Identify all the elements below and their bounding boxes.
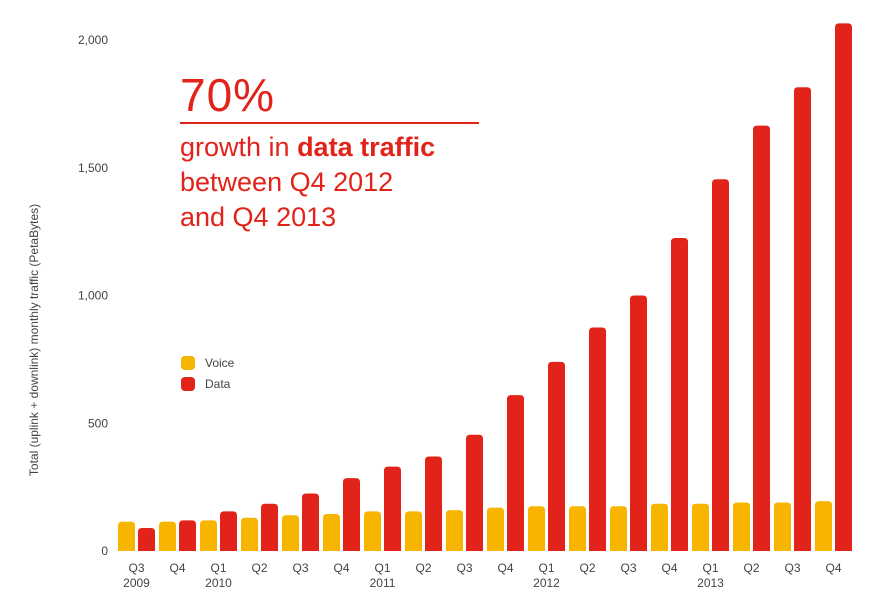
x-tick-label: Q2: [743, 561, 759, 575]
data-bar: [384, 466, 401, 551]
x-tick-label: Q2: [579, 561, 595, 575]
x-tick-label: Q1: [702, 561, 718, 575]
y-tick-label: 0: [101, 544, 108, 558]
data-bar: [671, 238, 688, 551]
legend: Voice Data: [181, 356, 235, 391]
x-year-label: 2011: [370, 576, 396, 590]
voice-bar: [815, 501, 832, 551]
x-tick-label: Q4: [497, 561, 513, 575]
x-tick-label: Q1: [210, 561, 226, 575]
x-year-label: 2009: [123, 576, 150, 590]
bars: [118, 23, 852, 551]
growth-callout: 70% growth in data traffic between Q4 20…: [180, 70, 479, 235]
voice-bar: [487, 507, 504, 551]
voice-bar: [692, 503, 709, 551]
data-legend-swatch: [181, 377, 195, 391]
voice-bar: [446, 510, 463, 551]
data-bar: [466, 434, 483, 551]
data-bar: [589, 327, 606, 551]
x-year-label: 2013: [697, 576, 724, 590]
x-tick-label: Q3: [620, 561, 636, 575]
x-tick-label: Q1: [374, 561, 390, 575]
y-tick-label: 2,000: [78, 33, 108, 47]
voice-bar: [118, 521, 135, 551]
x-year-label: 2010: [205, 576, 232, 590]
voice-bar: [282, 515, 299, 551]
x-tick-label: Q4: [661, 561, 677, 575]
data-bar: [343, 478, 360, 551]
x-tick-label: Q1: [538, 561, 554, 575]
callout-divider: [180, 122, 479, 124]
data-bar: [138, 528, 155, 551]
callout-percentage: 70%: [180, 69, 276, 121]
x-tick-label: Q4: [333, 561, 349, 575]
data-bar: [220, 511, 237, 551]
voice-bar: [364, 511, 381, 551]
data-legend-label: Data: [205, 377, 231, 391]
voice-bar: [405, 511, 422, 551]
y-axis-label: Total (uplink + downlink) monthly traffi…: [27, 204, 41, 476]
data-bar: [753, 125, 770, 551]
y-tick-label: 1,000: [78, 289, 108, 303]
y-tick-label: 1,500: [78, 161, 108, 175]
data-bar: [261, 503, 278, 551]
data-bar: [548, 361, 565, 551]
x-tick-label: Q3: [128, 561, 144, 575]
y-axis-ticks: 0 500 1,000 1,500 2,000: [78, 33, 108, 558]
y-tick-label: 500: [88, 416, 108, 430]
callout-line-1-prefix: growth in: [180, 132, 298, 162]
voice-bar: [241, 517, 258, 551]
voice-bar: [200, 520, 217, 551]
voice-bar: [159, 521, 176, 551]
voice-bar: [651, 503, 668, 551]
callout-line-2: between Q4 2012: [180, 167, 394, 197]
data-bar: [425, 456, 442, 551]
voice-bar: [610, 506, 627, 551]
x-tick-label: Q3: [784, 561, 800, 575]
x-tick-label: Q4: [825, 561, 841, 575]
data-bar: [835, 23, 852, 551]
data-bar: [179, 520, 196, 551]
x-tick-label: Q2: [251, 561, 267, 575]
x-tick-label: Q2: [415, 561, 431, 575]
x-tick-label: Q3: [292, 561, 308, 575]
callout-line-3: and Q4 2013: [180, 202, 337, 232]
voice-bar: [323, 513, 340, 551]
x-tick-label: Q3: [456, 561, 472, 575]
data-bar: [630, 295, 647, 551]
data-bar: [712, 179, 729, 551]
voice-bar: [569, 506, 586, 551]
voice-bar: [774, 502, 791, 551]
x-tick-label: Q4: [169, 561, 185, 575]
voice-bar: [528, 506, 545, 551]
voice-bar: [733, 502, 750, 551]
data-bar: [507, 395, 524, 551]
callout-line-1: growth in data traffic: [180, 130, 479, 165]
data-bar: [794, 87, 811, 551]
x-year-label: 2012: [533, 576, 560, 590]
callout-line-1-bold: data traffic: [297, 132, 436, 162]
voice-legend-label: Voice: [205, 356, 235, 370]
data-bar: [302, 493, 319, 551]
voice-legend-swatch: [181, 356, 195, 370]
